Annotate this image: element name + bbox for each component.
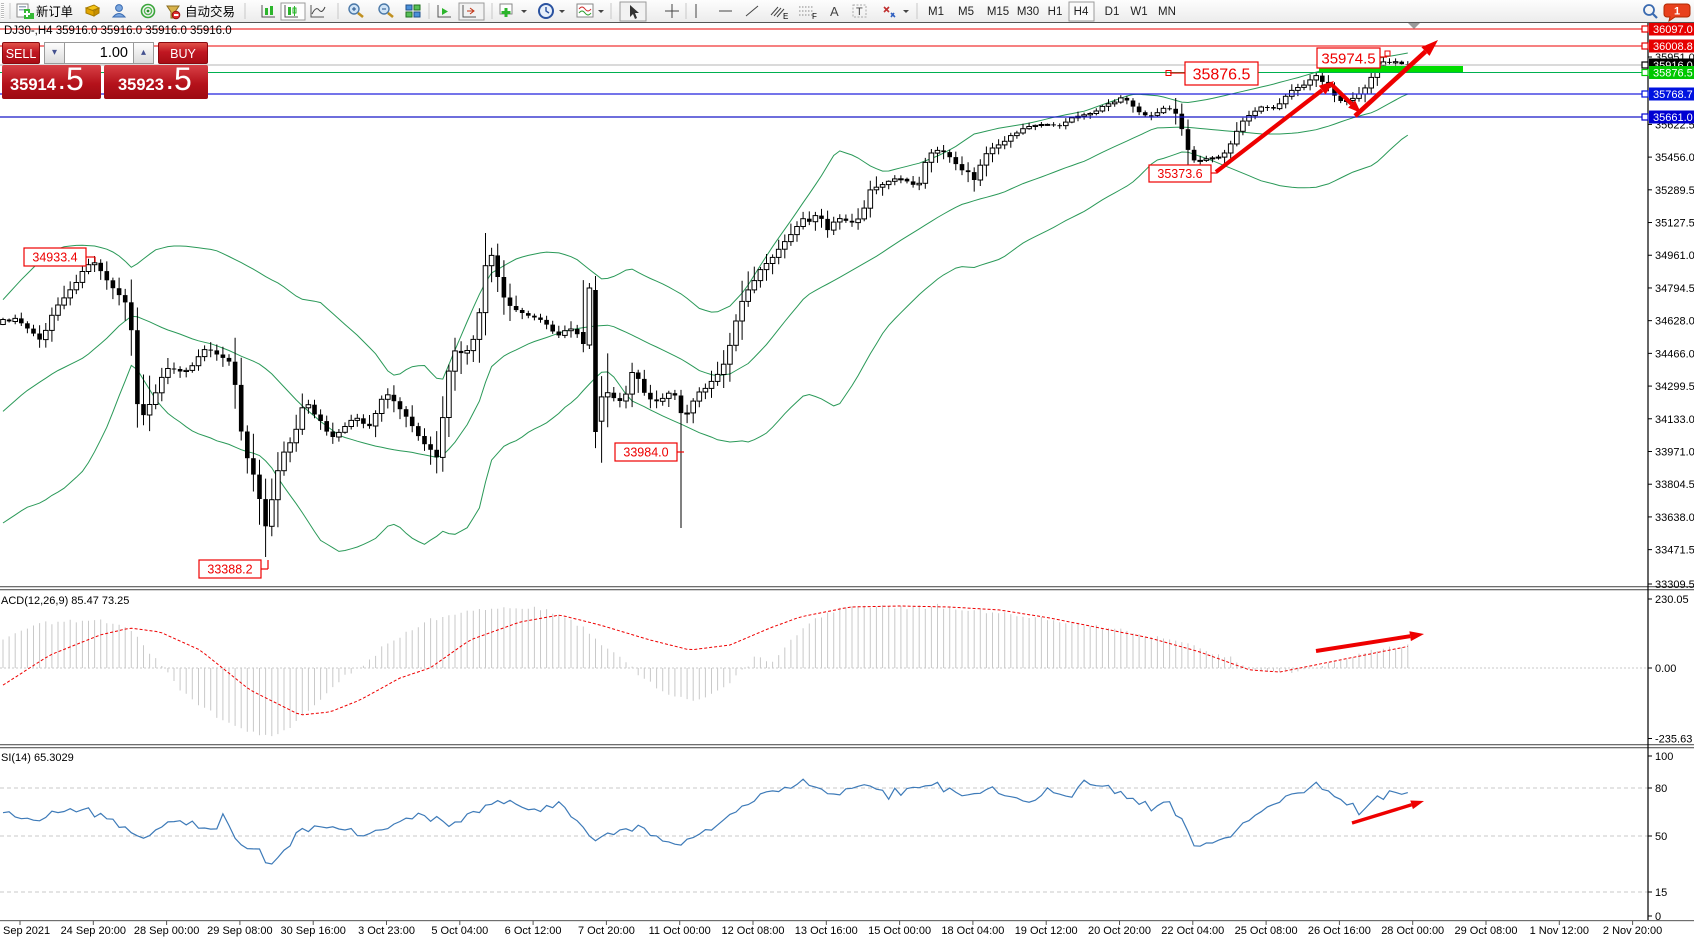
svg-text:35974.5: 35974.5: [1321, 50, 1375, 67]
svg-text:Sep 2021: Sep 2021: [3, 925, 50, 937]
svg-text:35289.5: 35289.5: [1655, 185, 1694, 197]
svg-text:F: F: [812, 12, 817, 21]
svg-text:34466.0: 34466.0: [1655, 348, 1694, 360]
svg-text:M5: M5: [958, 6, 974, 18]
svg-text:33971.0: 33971.0: [1655, 447, 1694, 459]
svg-text:0.00: 0.00: [1655, 663, 1676, 675]
svg-text:13 Oct 16:00: 13 Oct 16:00: [795, 925, 858, 937]
svg-text:80: 80: [1655, 783, 1667, 795]
svg-text:2 Nov 20:00: 2 Nov 20:00: [1603, 925, 1662, 937]
svg-text:H1: H1: [1048, 6, 1063, 18]
svg-text:3 Oct 23:00: 3 Oct 23:00: [358, 925, 415, 937]
svg-text:100: 100: [1655, 751, 1673, 763]
svg-text:自动交易: 自动交易: [185, 4, 235, 19]
svg-text:25 Oct 08:00: 25 Oct 08:00: [1235, 925, 1298, 937]
svg-text:28 Oct 00:00: 28 Oct 00:00: [1381, 925, 1444, 937]
svg-text:33471.5: 33471.5: [1655, 545, 1694, 557]
svg-text:M1: M1: [928, 6, 944, 18]
svg-text:T: T: [856, 6, 863, 18]
svg-text:33804.5: 33804.5: [1655, 479, 1694, 491]
svg-text:M30: M30: [1017, 6, 1039, 18]
svg-text:1 Nov 12:00: 1 Nov 12:00: [1530, 925, 1589, 937]
svg-text:33984.0: 33984.0: [623, 446, 668, 460]
svg-text:ACD(12,26,9) 85.47 73.25: ACD(12,26,9) 85.47 73.25: [1, 595, 129, 607]
svg-text:7 Oct 20:00: 7 Oct 20:00: [578, 925, 635, 937]
svg-text:H4: H4: [1074, 6, 1089, 18]
svg-text:230.05: 230.05: [1655, 594, 1689, 606]
svg-text:15 Oct 00:00: 15 Oct 00:00: [868, 925, 931, 937]
svg-text:新订单: 新订单: [36, 4, 73, 19]
svg-text:6 Oct 12:00: 6 Oct 12:00: [505, 925, 562, 937]
svg-text:M15: M15: [987, 6, 1009, 18]
svg-text:12 Oct 08:00: 12 Oct 08:00: [722, 925, 785, 937]
svg-text:29 Oct 08:00: 29 Oct 08:00: [1455, 925, 1518, 937]
svg-text:DJ30-,H4 35916.0 35916.0 3591: DJ30-,H4 35916.0 35916.0 35916.0 35916.0: [4, 25, 232, 37]
svg-text:0: 0: [1655, 911, 1661, 923]
svg-text:34628.0: 34628.0: [1655, 316, 1694, 328]
svg-text:36097.0: 36097.0: [1653, 24, 1693, 36]
svg-text:E: E: [783, 12, 788, 21]
svg-text:33309.5: 33309.5: [1655, 579, 1694, 591]
svg-text:22 Oct 04:00: 22 Oct 04:00: [1161, 925, 1224, 937]
svg-text:35456.0: 35456.0: [1655, 152, 1694, 164]
svg-text:28 Sep 00:00: 28 Sep 00:00: [134, 925, 199, 937]
svg-text:35876.5: 35876.5: [1653, 68, 1693, 80]
svg-text:1: 1: [1674, 6, 1680, 18]
svg-text:34299.5: 34299.5: [1655, 381, 1694, 393]
svg-text:35373.6: 35373.6: [1157, 167, 1202, 181]
svg-text:33638.0: 33638.0: [1655, 512, 1694, 524]
svg-text:5 Oct 04:00: 5 Oct 04:00: [431, 925, 488, 937]
svg-text:30 Sep 16:00: 30 Sep 16:00: [280, 925, 345, 937]
svg-text:29 Sep 08:00: 29 Sep 08:00: [207, 925, 272, 937]
svg-text:34933.4: 34933.4: [32, 251, 77, 265]
svg-text:50: 50: [1655, 831, 1667, 843]
svg-text:26 Oct 16:00: 26 Oct 16:00: [1308, 925, 1371, 937]
svg-text:D1: D1: [1105, 6, 1120, 18]
svg-text:A: A: [830, 4, 839, 19]
svg-text:11 Oct 00:00: 11 Oct 00:00: [649, 925, 711, 937]
svg-text:34133.0: 34133.0: [1655, 414, 1694, 426]
svg-text:24 Sep 20:00: 24 Sep 20:00: [61, 925, 126, 937]
svg-text:19 Oct 12:00: 19 Oct 12:00: [1015, 925, 1078, 937]
svg-text:35127.5: 35127.5: [1655, 218, 1694, 230]
svg-text:34961.0: 34961.0: [1655, 250, 1694, 262]
svg-text:33388.2: 33388.2: [207, 563, 252, 577]
svg-text:W1: W1: [1130, 6, 1147, 18]
svg-text:20 Oct 20:00: 20 Oct 20:00: [1088, 925, 1151, 937]
svg-text:35876.5: 35876.5: [1193, 66, 1251, 83]
svg-text:15: 15: [1655, 887, 1667, 899]
svg-text:MN: MN: [1158, 6, 1176, 18]
svg-text:36008.8: 36008.8: [1653, 41, 1693, 53]
svg-text:SI(14) 65.3029: SI(14) 65.3029: [1, 752, 74, 764]
svg-text:35768.7: 35768.7: [1653, 89, 1693, 101]
svg-text:34794.5: 34794.5: [1655, 283, 1694, 295]
svg-text:18 Oct 04:00: 18 Oct 04:00: [941, 925, 1004, 937]
svg-text:-235.63: -235.63: [1655, 734, 1692, 746]
svg-text:35661.0: 35661.0: [1653, 112, 1693, 124]
